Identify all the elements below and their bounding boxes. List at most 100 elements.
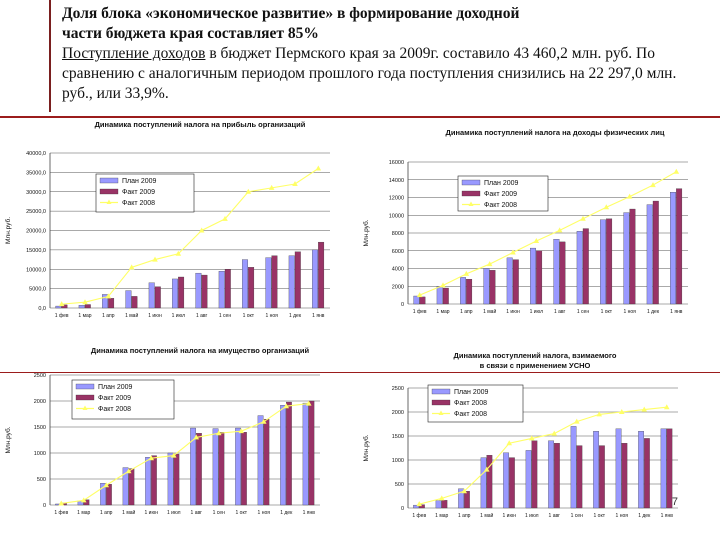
line-point [260, 418, 267, 424]
bar-fact [489, 270, 496, 305]
line-point [551, 430, 558, 436]
x-tick-label: 1 сен [213, 510, 225, 516]
x-tick-label: 1 июл [525, 513, 539, 519]
x-tick-label: 1 сен [577, 309, 589, 315]
bar-plan [553, 239, 560, 305]
bar-fact [621, 443, 628, 509]
line-point [305, 400, 312, 406]
bar-fact [419, 296, 426, 305]
x-tick-label: 1 апр [100, 510, 113, 516]
line-point [80, 497, 87, 503]
bar-fact [536, 250, 543, 305]
series-line-fact2008 [61, 168, 319, 305]
legend-marker [468, 201, 474, 206]
line-point [193, 434, 200, 440]
bar-fact [201, 274, 208, 309]
bar-plan [525, 450, 532, 509]
bar-fact [154, 286, 161, 309]
bar-fact [294, 251, 301, 309]
bar-fact [464, 491, 470, 509]
chart-title-line2: в связи с применением УСНО [480, 361, 591, 370]
bar-plan [435, 500, 442, 509]
bar-plan [148, 282, 155, 309]
bar-plan [312, 249, 318, 309]
line-point [463, 270, 470, 276]
x-tick-label: 1 дек [638, 513, 651, 519]
x-tick-label: 1 ноя [265, 313, 278, 319]
bar-fact [196, 433, 202, 506]
legend-swatch [99, 188, 119, 195]
x-tick-label: 1 май [483, 308, 496, 315]
bar-plan [55, 305, 62, 309]
bar-plan [593, 431, 599, 509]
bar-fact [218, 432, 225, 506]
bar-plan [78, 305, 85, 309]
x-tick-label: 1 апр [458, 513, 471, 519]
bar-plan [102, 294, 108, 309]
x-tick-label: 1 авг [191, 510, 203, 516]
bar-plan [212, 428, 219, 506]
legend-label: Факт 2009 [98, 395, 131, 402]
bar-fact [466, 278, 473, 305]
legend-label: План 2009 [98, 384, 132, 391]
bar-plan [280, 405, 286, 506]
bar-plan [302, 402, 309, 506]
x-tick-label: 1 мар [435, 513, 448, 519]
x-tick-label: 1 июн [148, 313, 162, 319]
legend-swatch [75, 383, 95, 390]
x-tick-label: 1 дек [647, 309, 660, 315]
bar-fact [576, 445, 583, 509]
bar-fact [666, 428, 673, 509]
chart-usno-tax: Динамика поступлений налога, взимаемогов… [362, 351, 678, 519]
legend-marker [106, 199, 112, 204]
bar-fact [128, 468, 135, 506]
bar-plan [660, 428, 667, 509]
bar-plan [480, 457, 487, 509]
summary-rest: в бюджет Пермского края за 2009г. состав… [62, 45, 677, 102]
x-tick-label: 1 ноя [623, 309, 636, 315]
x-tick-label: 1 июл [167, 510, 181, 516]
bar-plan [530, 247, 536, 305]
x-tick-label: 1 сен [571, 513, 583, 519]
bar-fact [606, 218, 613, 305]
bar-fact [131, 296, 138, 309]
chart-title: Динамика поступлений налога на прибыль о… [95, 120, 306, 129]
bar-plan [242, 259, 248, 309]
legend-label: Факт 2008 [454, 400, 487, 407]
y-tick-label: 4000 [392, 267, 404, 273]
legend-swatch [99, 177, 119, 184]
series-line-fact2008 [419, 171, 677, 296]
bar-plan [503, 452, 509, 509]
line-point [483, 466, 490, 472]
bar-fact [108, 298, 115, 309]
line-point [438, 495, 445, 501]
line-point [315, 165, 322, 171]
y-tick-label: 30000,0 [26, 190, 46, 196]
x-tick-label: 1 окт [236, 510, 248, 516]
line-point [641, 406, 648, 412]
x-tick-label: 1 фев [412, 513, 426, 519]
line-point [175, 250, 182, 256]
bar-fact [286, 401, 292, 506]
line-point [506, 440, 513, 446]
line-point [650, 182, 656, 188]
line-point [105, 293, 112, 299]
bar-plan [483, 268, 490, 305]
legend-label: План 2009 [454, 389, 488, 396]
bar-plan [235, 427, 241, 506]
line-point [103, 482, 110, 488]
bar-plan [288, 255, 295, 309]
line-point [58, 500, 65, 506]
x-tick-label: 1 июл [530, 309, 544, 315]
y-tick-label: 6000 [392, 249, 404, 255]
x-tick-label: 1 июн [506, 309, 520, 315]
y-tick-label: 0 [43, 503, 46, 509]
bar-plan [413, 504, 419, 509]
bar-plan [638, 431, 644, 509]
y-tick-label: 2500 [392, 386, 404, 392]
bar-fact [419, 504, 425, 509]
line-point [596, 411, 603, 417]
x-tick-label: 1 дек [280, 510, 293, 516]
bar-fact [61, 304, 68, 309]
y-tick-label: 10000 [389, 213, 404, 219]
